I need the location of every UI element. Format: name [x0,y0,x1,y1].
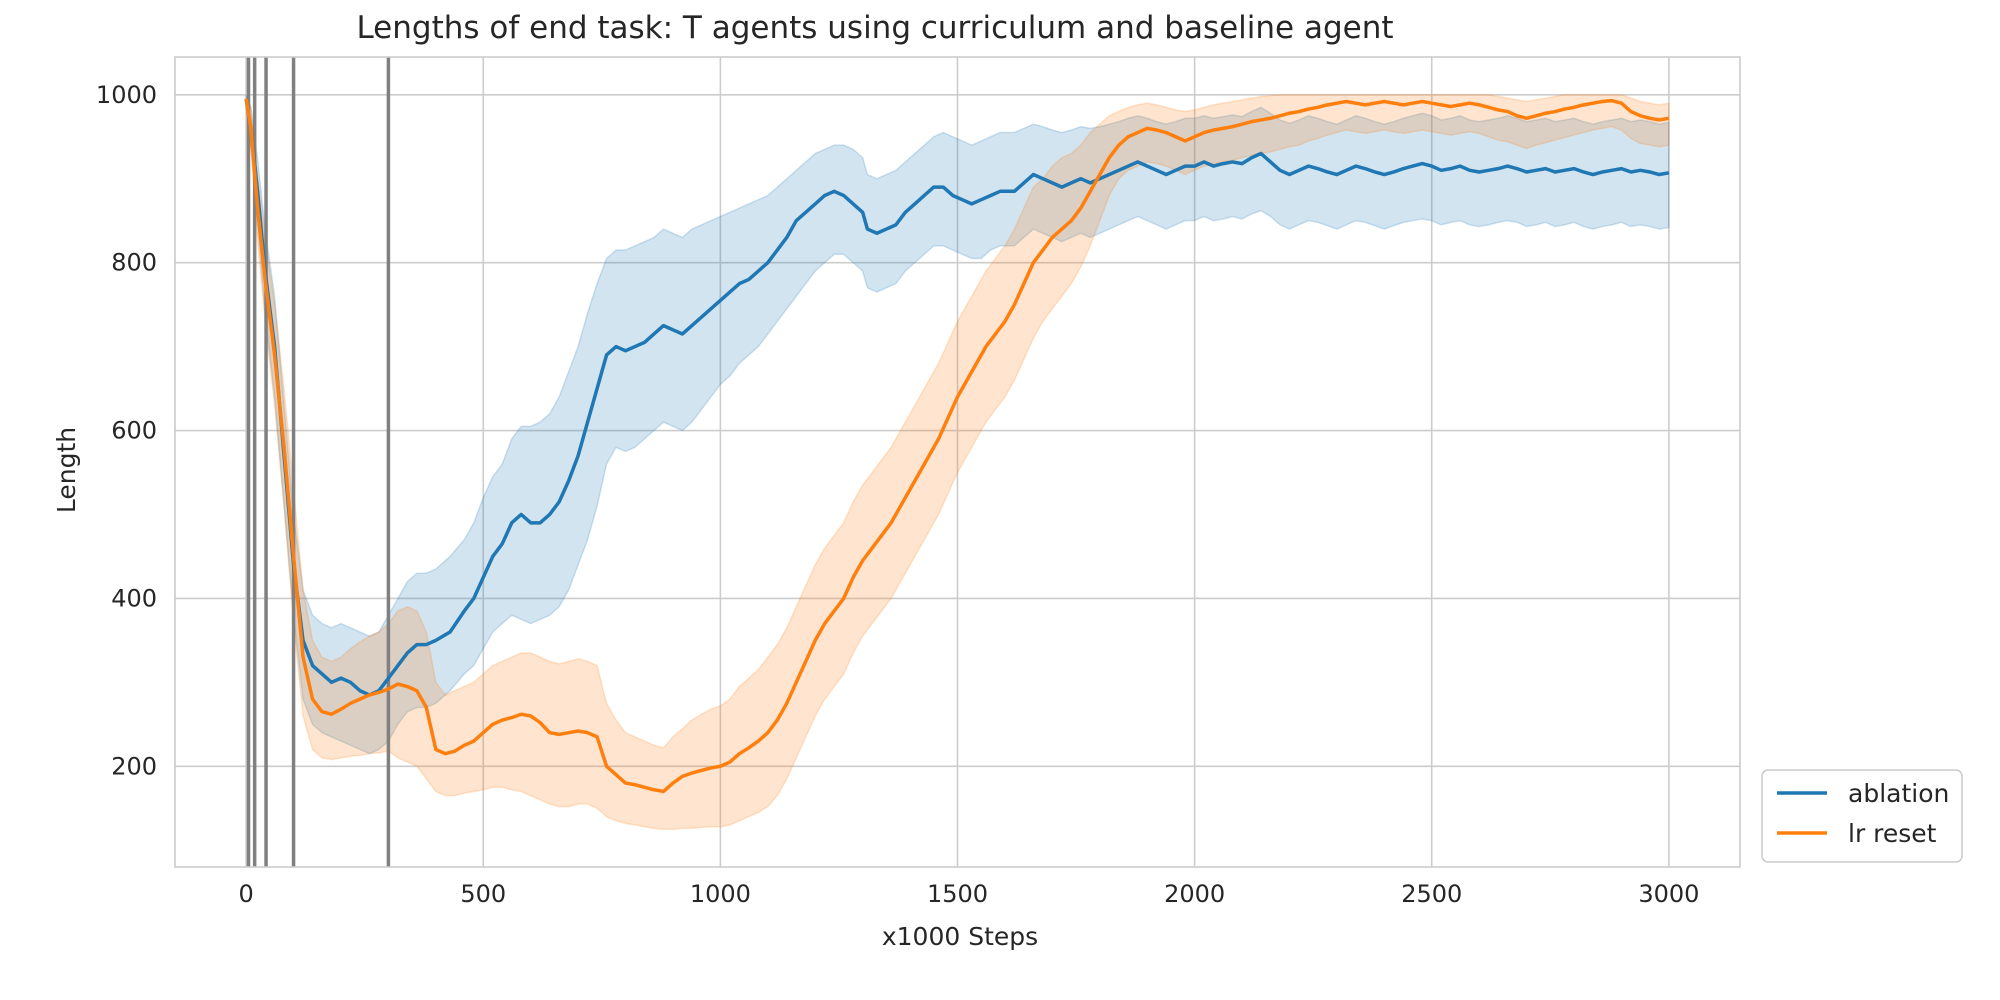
x-gridlines [245,57,1670,867]
y-tick-600: 600 [111,417,157,445]
y-gridlines [175,93,1740,768]
plot-frame [174,56,1741,868]
x-tick-1500: 1500 [927,880,988,908]
x-tick-2000: 2000 [1164,880,1225,908]
x-tick-2500: 2500 [1401,880,1462,908]
x-tick-500: 500 [460,880,506,908]
legend-label-lr-reset: lr reset [1848,819,1937,848]
y-tick-1000: 1000 [96,81,157,109]
series-lines [244,98,1670,794]
legend: ablation lr reset [1761,769,1963,863]
chart-title: Lengths of end task: T agents using curr… [356,10,1393,46]
y-tick-400: 400 [111,584,157,612]
x-tick-1000: 1000 [690,880,751,908]
legend-label-ablation: ablation [1848,779,1949,808]
series-line-ablation [244,98,1670,697]
x-tick-labels: 0 500 1000 1500 2000 2500 3000 [238,880,1699,908]
x-axis-label: x1000 Steps [882,922,1038,951]
x-tick-3000: 3000 [1638,880,1699,908]
y-tick-labels: 200 400 600 800 1000 [96,81,157,781]
y-tick-800: 800 [111,249,157,277]
x-tick-0: 0 [238,880,253,908]
band-lr-reset [245,94,1670,830]
series-line-lr-reset [244,98,1670,794]
y-tick-200: 200 [111,752,157,780]
y-axis-label: Length [52,427,81,513]
